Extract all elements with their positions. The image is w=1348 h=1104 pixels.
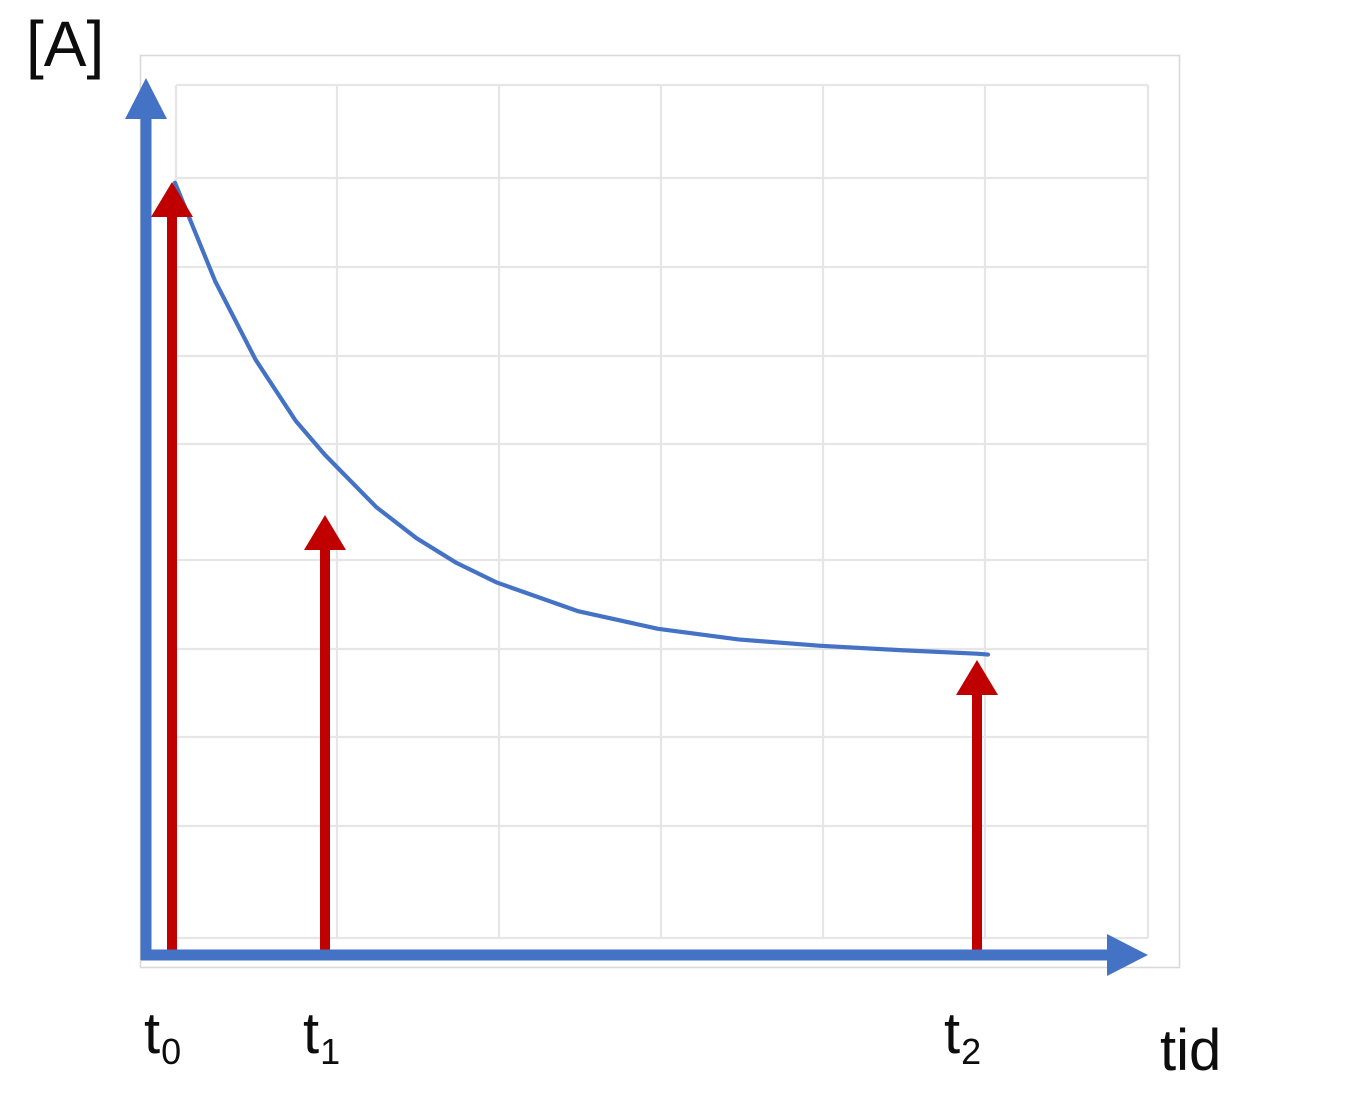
t0-subscript: 0 [161, 1031, 182, 1072]
x-tick-label-t0: t0 [144, 1005, 181, 1070]
marker-arrow-t2 [956, 660, 998, 955]
t0-base: t [144, 1001, 161, 1066]
x-axis-label: tid [1160, 1018, 1222, 1083]
marker-arrow-t1 [304, 515, 346, 955]
decay-curve [172, 180, 991, 657]
x-tick-label-t1: t1 [303, 1005, 340, 1070]
y-axis [125, 78, 167, 960]
t1-subscript: 1 [320, 1031, 341, 1072]
t1-base: t [303, 1001, 320, 1066]
marker-arrow-t0 [151, 182, 193, 955]
x-axis [141, 934, 1148, 976]
t2-subscript: 2 [961, 1031, 982, 1072]
y-axis-label: [A] [26, 8, 105, 80]
t2-base: t [944, 1001, 961, 1066]
x-tick-label-t2: t2 [944, 1005, 981, 1070]
